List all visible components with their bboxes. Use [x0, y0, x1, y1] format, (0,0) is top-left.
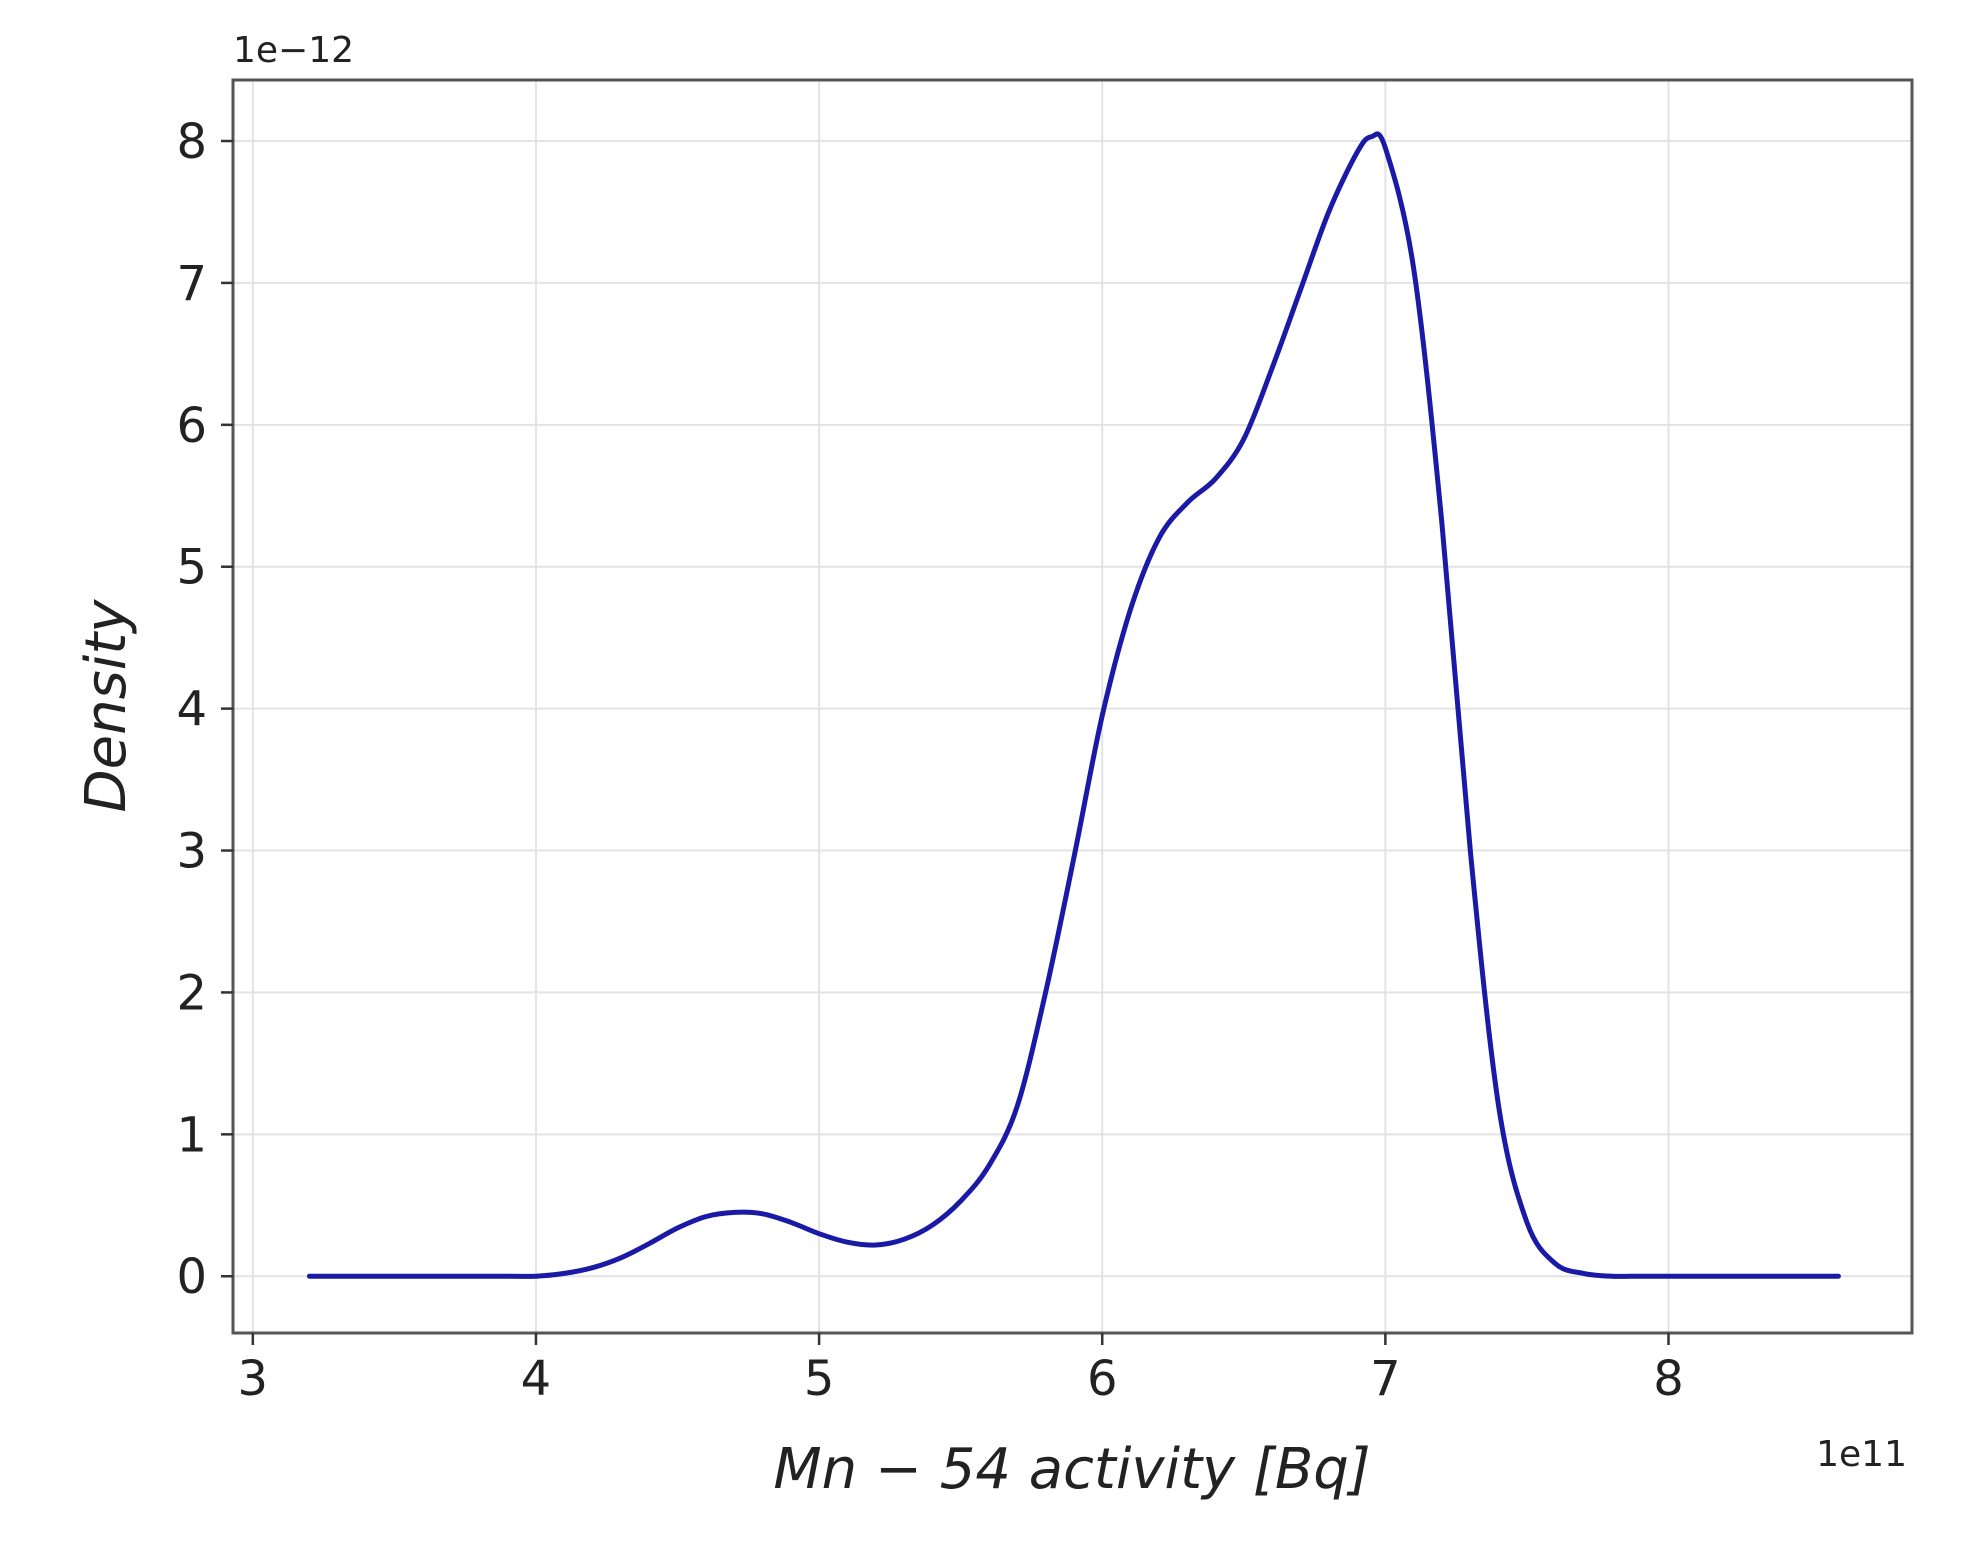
y-tick-label: 1 [176, 1107, 207, 1163]
x-tick-label: 7 [1370, 1351, 1401, 1407]
x-tick-label: 5 [804, 1351, 835, 1407]
x-tick-label: 4 [521, 1351, 552, 1407]
tick-layer: 3 4 5 6 7 8 0 1 2 3 4 5 6 7 8 [176, 114, 1683, 1407]
grid-layer [233, 80, 1912, 1333]
x-tick-label: 8 [1653, 1351, 1684, 1407]
y-tick-label: 6 [176, 398, 207, 454]
curve-layer [306, 131, 1841, 1279]
y-tick-label: 2 [176, 965, 207, 1021]
x-tick-label: 6 [1087, 1351, 1118, 1407]
density-curve [306, 131, 1841, 1279]
y-tick-label: 4 [176, 682, 207, 738]
x-axis-title: Mn − 54 activity [Bq] [773, 1437, 1370, 1502]
x-offset-label: 1e11 [1816, 1434, 1907, 1475]
y-axis-title: Density [74, 599, 139, 813]
y-tick-label: 7 [176, 256, 207, 312]
y-offset-label: 1e−12 [233, 30, 354, 71]
y-tick-label: 0 [176, 1249, 207, 1305]
plot-frame [231, 78, 1914, 1335]
y-tick-label: 3 [176, 824, 207, 880]
y-tick-label: 5 [176, 540, 207, 596]
x-tick-label: 3 [238, 1351, 269, 1407]
y-tick-label: 8 [176, 114, 207, 170]
